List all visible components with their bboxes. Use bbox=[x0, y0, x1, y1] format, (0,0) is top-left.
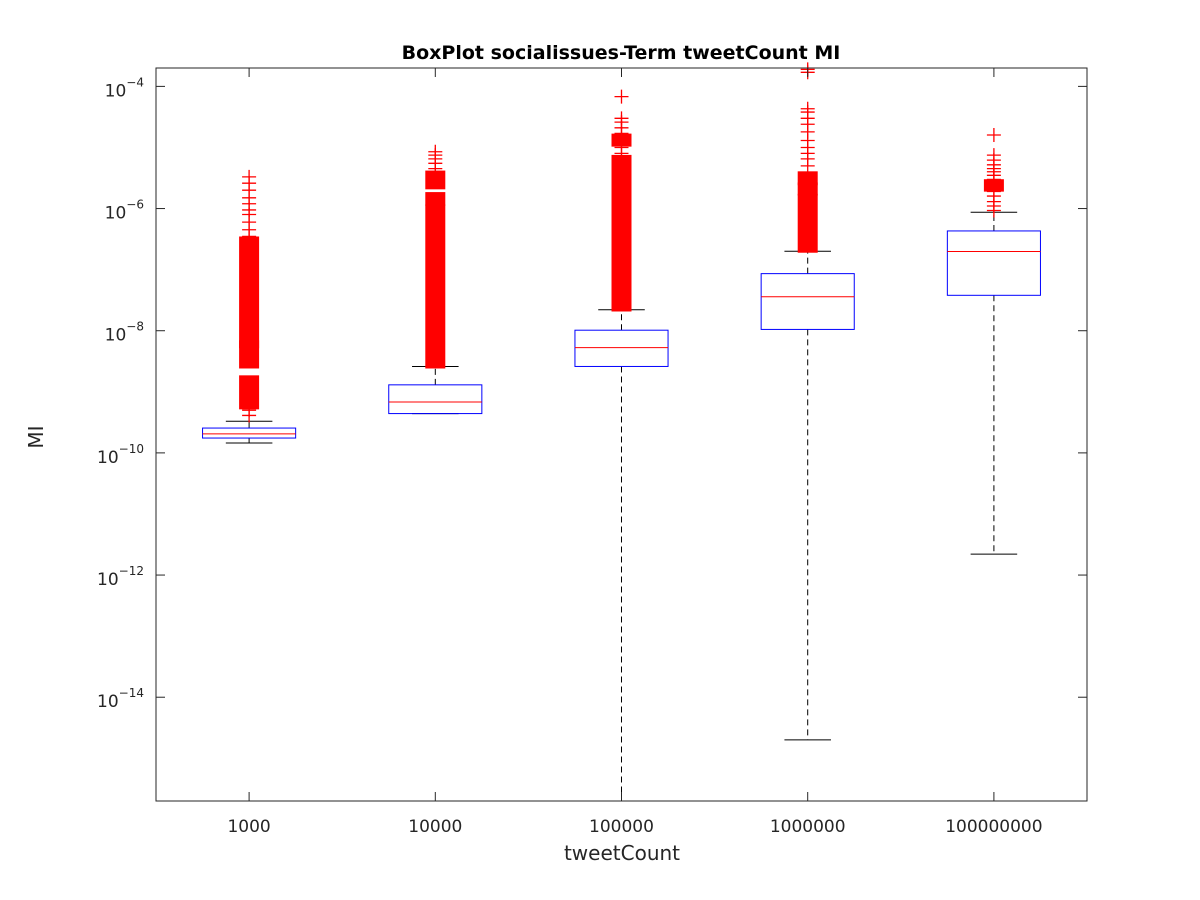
y-tick-label: 10−12 bbox=[97, 564, 144, 590]
y-tick-base: 10 bbox=[105, 81, 127, 101]
outlier-marker bbox=[800, 101, 815, 116]
y-tick-exponent: −14 bbox=[119, 686, 144, 700]
x-tick-label: 10000 bbox=[408, 817, 462, 837]
y-tick-exponent: −10 bbox=[119, 442, 144, 456]
x-tick-label: 100000 bbox=[589, 817, 654, 837]
y-tick-label: 10−14 bbox=[97, 686, 144, 712]
axes: 1000 10000 100000 1000000 10000000010−1410−1… bbox=[97, 67, 1088, 837]
outlier-marker bbox=[986, 148, 1001, 163]
y-tick-base: 10 bbox=[105, 326, 127, 346]
box-iqr bbox=[946, 230, 1041, 296]
outlier-cluster bbox=[797, 193, 818, 253]
outlier-marker bbox=[242, 169, 257, 184]
y-tick-base: 10 bbox=[105, 204, 127, 224]
outlier-cluster bbox=[425, 192, 446, 206]
outlier-marker bbox=[242, 403, 257, 418]
box-iqr bbox=[574, 329, 669, 367]
y-tick-exponent: −12 bbox=[119, 564, 144, 578]
box-group-1000000 bbox=[760, 62, 855, 741]
outlier-marker bbox=[986, 184, 1001, 199]
box-iqr bbox=[760, 273, 855, 330]
outlier-marker bbox=[614, 89, 629, 104]
box-group-1000 bbox=[202, 169, 297, 444]
outlier-cluster bbox=[797, 171, 818, 186]
outlier-marker bbox=[428, 144, 443, 159]
y-tick-label: 10−8 bbox=[105, 320, 144, 346]
y-tick-exponent: −4 bbox=[126, 75, 144, 89]
outlier-marker bbox=[986, 128, 1001, 143]
outlier-marker bbox=[614, 140, 629, 155]
outlier-cluster bbox=[239, 375, 260, 410]
y-tick-exponent: −6 bbox=[126, 198, 144, 212]
box-group-100000000 bbox=[946, 128, 1041, 555]
outlier-cluster bbox=[797, 182, 818, 196]
y-tick-exponent: −8 bbox=[126, 320, 144, 334]
y-tick-label: 10−4 bbox=[105, 75, 144, 101]
outlier-cluster bbox=[239, 236, 260, 349]
chart-title: BoxPlot socialissues-Term tweetCount MI bbox=[402, 42, 841, 64]
x-tick-label: 1000 bbox=[227, 817, 270, 837]
box-iqr bbox=[202, 427, 297, 439]
outlier-cluster bbox=[425, 170, 446, 190]
y-tick-base: 10 bbox=[97, 448, 119, 468]
y-tick-label: 10−6 bbox=[105, 198, 144, 224]
x-tick-label: 100000000 bbox=[945, 817, 1042, 837]
box-iqr bbox=[388, 384, 483, 415]
outlier-cluster bbox=[611, 154, 632, 312]
y-tick-base: 10 bbox=[97, 570, 119, 590]
outlier-marker bbox=[614, 111, 629, 126]
plot-area bbox=[202, 62, 1041, 802]
box-group-10000 bbox=[388, 144, 483, 415]
y-tick-label: 10−10 bbox=[97, 442, 144, 468]
x-tick-label: 1000000 bbox=[770, 817, 846, 837]
y-axis-label: MI bbox=[24, 425, 48, 448]
y-tick-base: 10 bbox=[97, 692, 119, 712]
x-axis-label: tweetCount bbox=[564, 841, 680, 865]
box-group-100000 bbox=[574, 89, 669, 802]
outlier-cluster bbox=[425, 204, 446, 369]
